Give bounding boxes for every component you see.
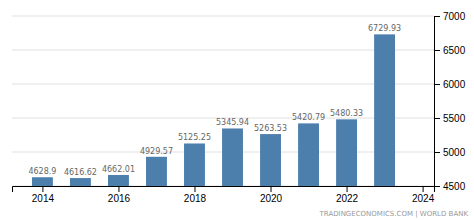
x-tick-mark (118, 186, 119, 192)
x-tick: 2018 (184, 186, 207, 204)
data-label: 6729.93 (368, 24, 401, 33)
x-tick-mark (347, 186, 348, 192)
y-tick-label: 5000 (443, 147, 466, 158)
x-tick-label: 2024 (412, 193, 435, 204)
data-labels: 4628.9 4616.62 4662.01 4929.57 5125.25 5345.9… (28, 24, 401, 177)
bar (222, 128, 243, 186)
x-tick-mark (42, 186, 43, 192)
x-tick: 2020 (260, 186, 283, 204)
y-tick-mark (434, 16, 440, 17)
x-axis-line (13, 187, 435, 193)
data-label: 4628.9 (28, 167, 56, 176)
grid-line (12, 50, 434, 51)
y-tick-mark (434, 84, 440, 85)
y-tick-label: 6000 (443, 79, 466, 90)
y-tick: 7000 (434, 11, 466, 22)
x-tick-label: 2020 (260, 193, 283, 204)
y-axis-line (435, 17, 441, 187)
y-tick: 4500 (434, 181, 466, 192)
x-tick-label: 2016 (108, 193, 131, 204)
plot: 4628.9 4616.62 4662.01 4929.57 5125.25 5345.9… (12, 11, 466, 204)
data-label: 5345.94 (216, 118, 249, 127)
bar (32, 177, 53, 186)
bar (146, 157, 167, 186)
data-label: 5420.79 (292, 113, 325, 122)
x-tick-label: 2022 (336, 193, 359, 204)
data-label: 4616.62 (64, 168, 97, 177)
grid-line (12, 16, 434, 17)
x-tick-mark (423, 186, 424, 192)
bar (336, 119, 357, 186)
bar (184, 143, 205, 186)
bar (108, 175, 129, 186)
y-tick: 6000 (434, 79, 466, 90)
y-tick: 5500 (434, 113, 466, 124)
bar (260, 134, 281, 186)
x-tick-label: 2018 (184, 193, 207, 204)
x-tick: 2024 (412, 186, 435, 204)
x-tick: 2016 (108, 186, 131, 204)
x-axis: 2014 2016 2018 2020 2022 2024 (13, 186, 435, 204)
bars (32, 34, 395, 186)
annotation: TRADINGECONOMICS.COM | WORLD BANK (319, 210, 469, 218)
x-tick: 2014 (32, 186, 55, 204)
y-tick: 6500 (434, 45, 466, 56)
x-tick-label: 2014 (32, 193, 55, 204)
data-label: 5125.25 (178, 133, 211, 142)
bar (70, 178, 91, 186)
y-tick-label: 4500 (443, 181, 466, 192)
y-tick-mark (434, 50, 440, 51)
grid-line (12, 84, 434, 85)
data-label: 5480.33 (330, 109, 363, 118)
y-tick: 5000 (434, 147, 466, 158)
y-tick-mark (434, 118, 440, 119)
x-tick-mark (194, 186, 195, 192)
y-tick-label: 7000 (443, 11, 466, 22)
x-tick: 2022 (336, 186, 359, 204)
y-tick-mark (434, 186, 440, 187)
y-tick-label: 6500 (443, 45, 466, 56)
data-label: 5263.53 (254, 124, 287, 133)
x-tick-mark (271, 186, 272, 192)
grid (12, 16, 434, 186)
bar (374, 34, 395, 186)
bar (298, 123, 319, 186)
data-label: 4662.01 (102, 165, 135, 174)
chart: 4628.9 4616.62 4662.01 4929.57 5125.25 5345.9… (0, 0, 474, 220)
y-axis: 4500 5000 5500 6000 6500 7000 (434, 11, 466, 192)
y-tick-label: 5500 (443, 113, 466, 124)
y-tick-mark (434, 152, 440, 153)
data-label: 4929.57 (140, 147, 173, 156)
